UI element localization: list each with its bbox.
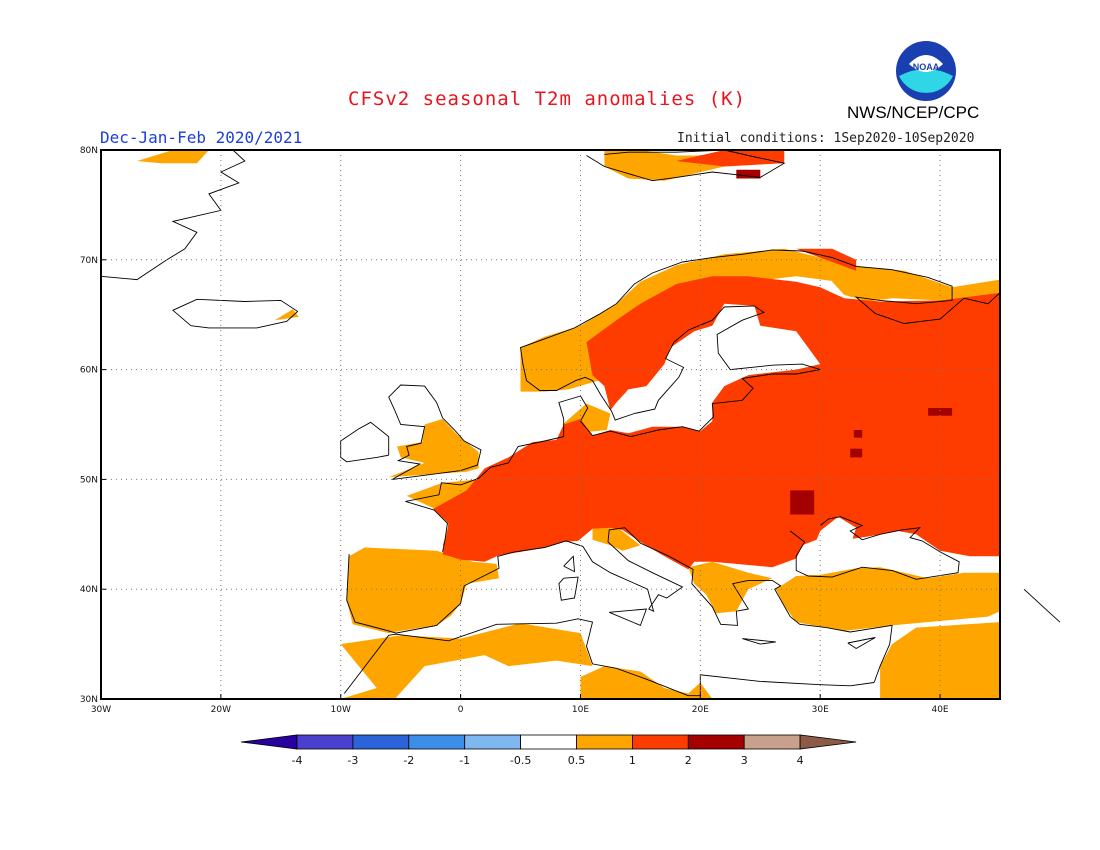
colorbar-label: -0.5 [510, 754, 531, 767]
lat-tick-label: 60N [80, 366, 98, 376]
lon-tick-label: 40E [931, 705, 948, 715]
ireland-coast [340, 421, 390, 463]
iberia-anomaly [346, 547, 499, 634]
lat-tick-label: 30N [80, 695, 98, 705]
colorbar-label: 1 [629, 754, 636, 767]
colorbar-segment [576, 734, 633, 750]
colorbar-label: -2 [403, 754, 414, 767]
cyprus-coast [847, 637, 876, 650]
colorbar-label: 3 [741, 754, 748, 767]
lat-tick-label: 40N [80, 585, 98, 595]
colorbar-segment [687, 734, 745, 750]
great-britain-coast [388, 384, 482, 480]
sardinia-coast [558, 576, 579, 601]
lat-tick-label: 50N [80, 475, 98, 485]
coastlines [100, 149, 1061, 697]
colorbar-max-arrow [799, 734, 857, 750]
moscow-east-hotspot [928, 408, 953, 416]
colorbar-segment [464, 734, 522, 750]
svalbard-coast [586, 149, 786, 182]
libya-anomaly [580, 666, 713, 699]
sicily-coast [609, 608, 648, 626]
agency-label: NWS/NCEP/CPC [847, 103, 980, 122]
colorbar-label: 2 [685, 754, 692, 767]
noaa-logo-icon: NOAA [896, 41, 956, 101]
svalbard-east-anomaly [676, 150, 785, 167]
north-adriatic-anomaly [592, 526, 641, 551]
caspian-coast [1023, 588, 1061, 623]
colorbar-label: -1 [459, 754, 470, 767]
colorbar-segment [296, 734, 354, 750]
crete-coast [742, 638, 776, 645]
colorbar-label: -3 [347, 754, 358, 767]
lon-tick-label: 10W [331, 705, 351, 715]
lat-tick-label: 80N [80, 146, 98, 156]
russia-west-hotspot [853, 430, 863, 438]
colorbar: -4 -3 -2 -1 -0.5 0.5 1 2 3 4 [240, 734, 857, 767]
lon-tick-label: 20W [211, 705, 231, 715]
lon-tick-label: 30E [812, 705, 829, 715]
colorbar-segment [408, 734, 466, 750]
iceland-east-anomaly [274, 309, 299, 321]
colorbar-segment [743, 734, 801, 750]
colorbar-min-arrow [240, 734, 298, 750]
colorbar-label: 0.5 [568, 754, 586, 767]
colorbar-label: -4 [292, 754, 303, 767]
north-european-coast [405, 249, 1001, 552]
northwest-africa-anomaly [340, 623, 593, 699]
initial-conditions-label: Initial conditions: 1Sep2020-10Sep2020 [677, 131, 975, 146]
colorbar-segment [352, 734, 410, 750]
corsica-coast [563, 555, 576, 573]
greece-anomaly [688, 561, 773, 614]
noaa-logo-text: NOAA [913, 62, 940, 72]
iceland-coast [172, 298, 299, 329]
lon-tick-label: 10E [572, 705, 589, 715]
greenland-coast-anomaly [137, 150, 209, 164]
anomaly-shading [137, 150, 1000, 699]
turkey-anomaly [775, 567, 1000, 631]
lat-tick-label: 70N [80, 256, 98, 266]
colorbar-label: 4 [797, 754, 804, 767]
colorbar-segment [520, 734, 577, 750]
central-europe-anomaly [433, 276, 1000, 570]
lon-tick-label: 30W [91, 705, 111, 715]
black-sea-coast [789, 516, 960, 580]
kola-anomaly [832, 262, 1000, 302]
lon-tick-label: 20E [692, 705, 709, 715]
greenland-coast [100, 149, 246, 281]
mediterranean-north-coast [346, 527, 893, 683]
moldova-hotspot [790, 490, 815, 515]
ukraine-north-hotspot [850, 448, 863, 458]
season-label: Dec-Jan-Feb 2020/2021 [100, 128, 303, 147]
colorbar-segment [632, 734, 689, 750]
lon-tick-label: 0 [458, 705, 464, 715]
britain-anomaly [388, 419, 479, 478]
chart-title: CFSv2 seasonal T2m anomalies (K) [348, 88, 747, 110]
map-frame [100, 149, 1001, 700]
mediterranean-south-coast [343, 618, 875, 697]
axis-ticks: 30W 20W 10W 0 10E 20E 30E 40E 80N 70N 60N 50N 40N 30N [80, 146, 949, 715]
